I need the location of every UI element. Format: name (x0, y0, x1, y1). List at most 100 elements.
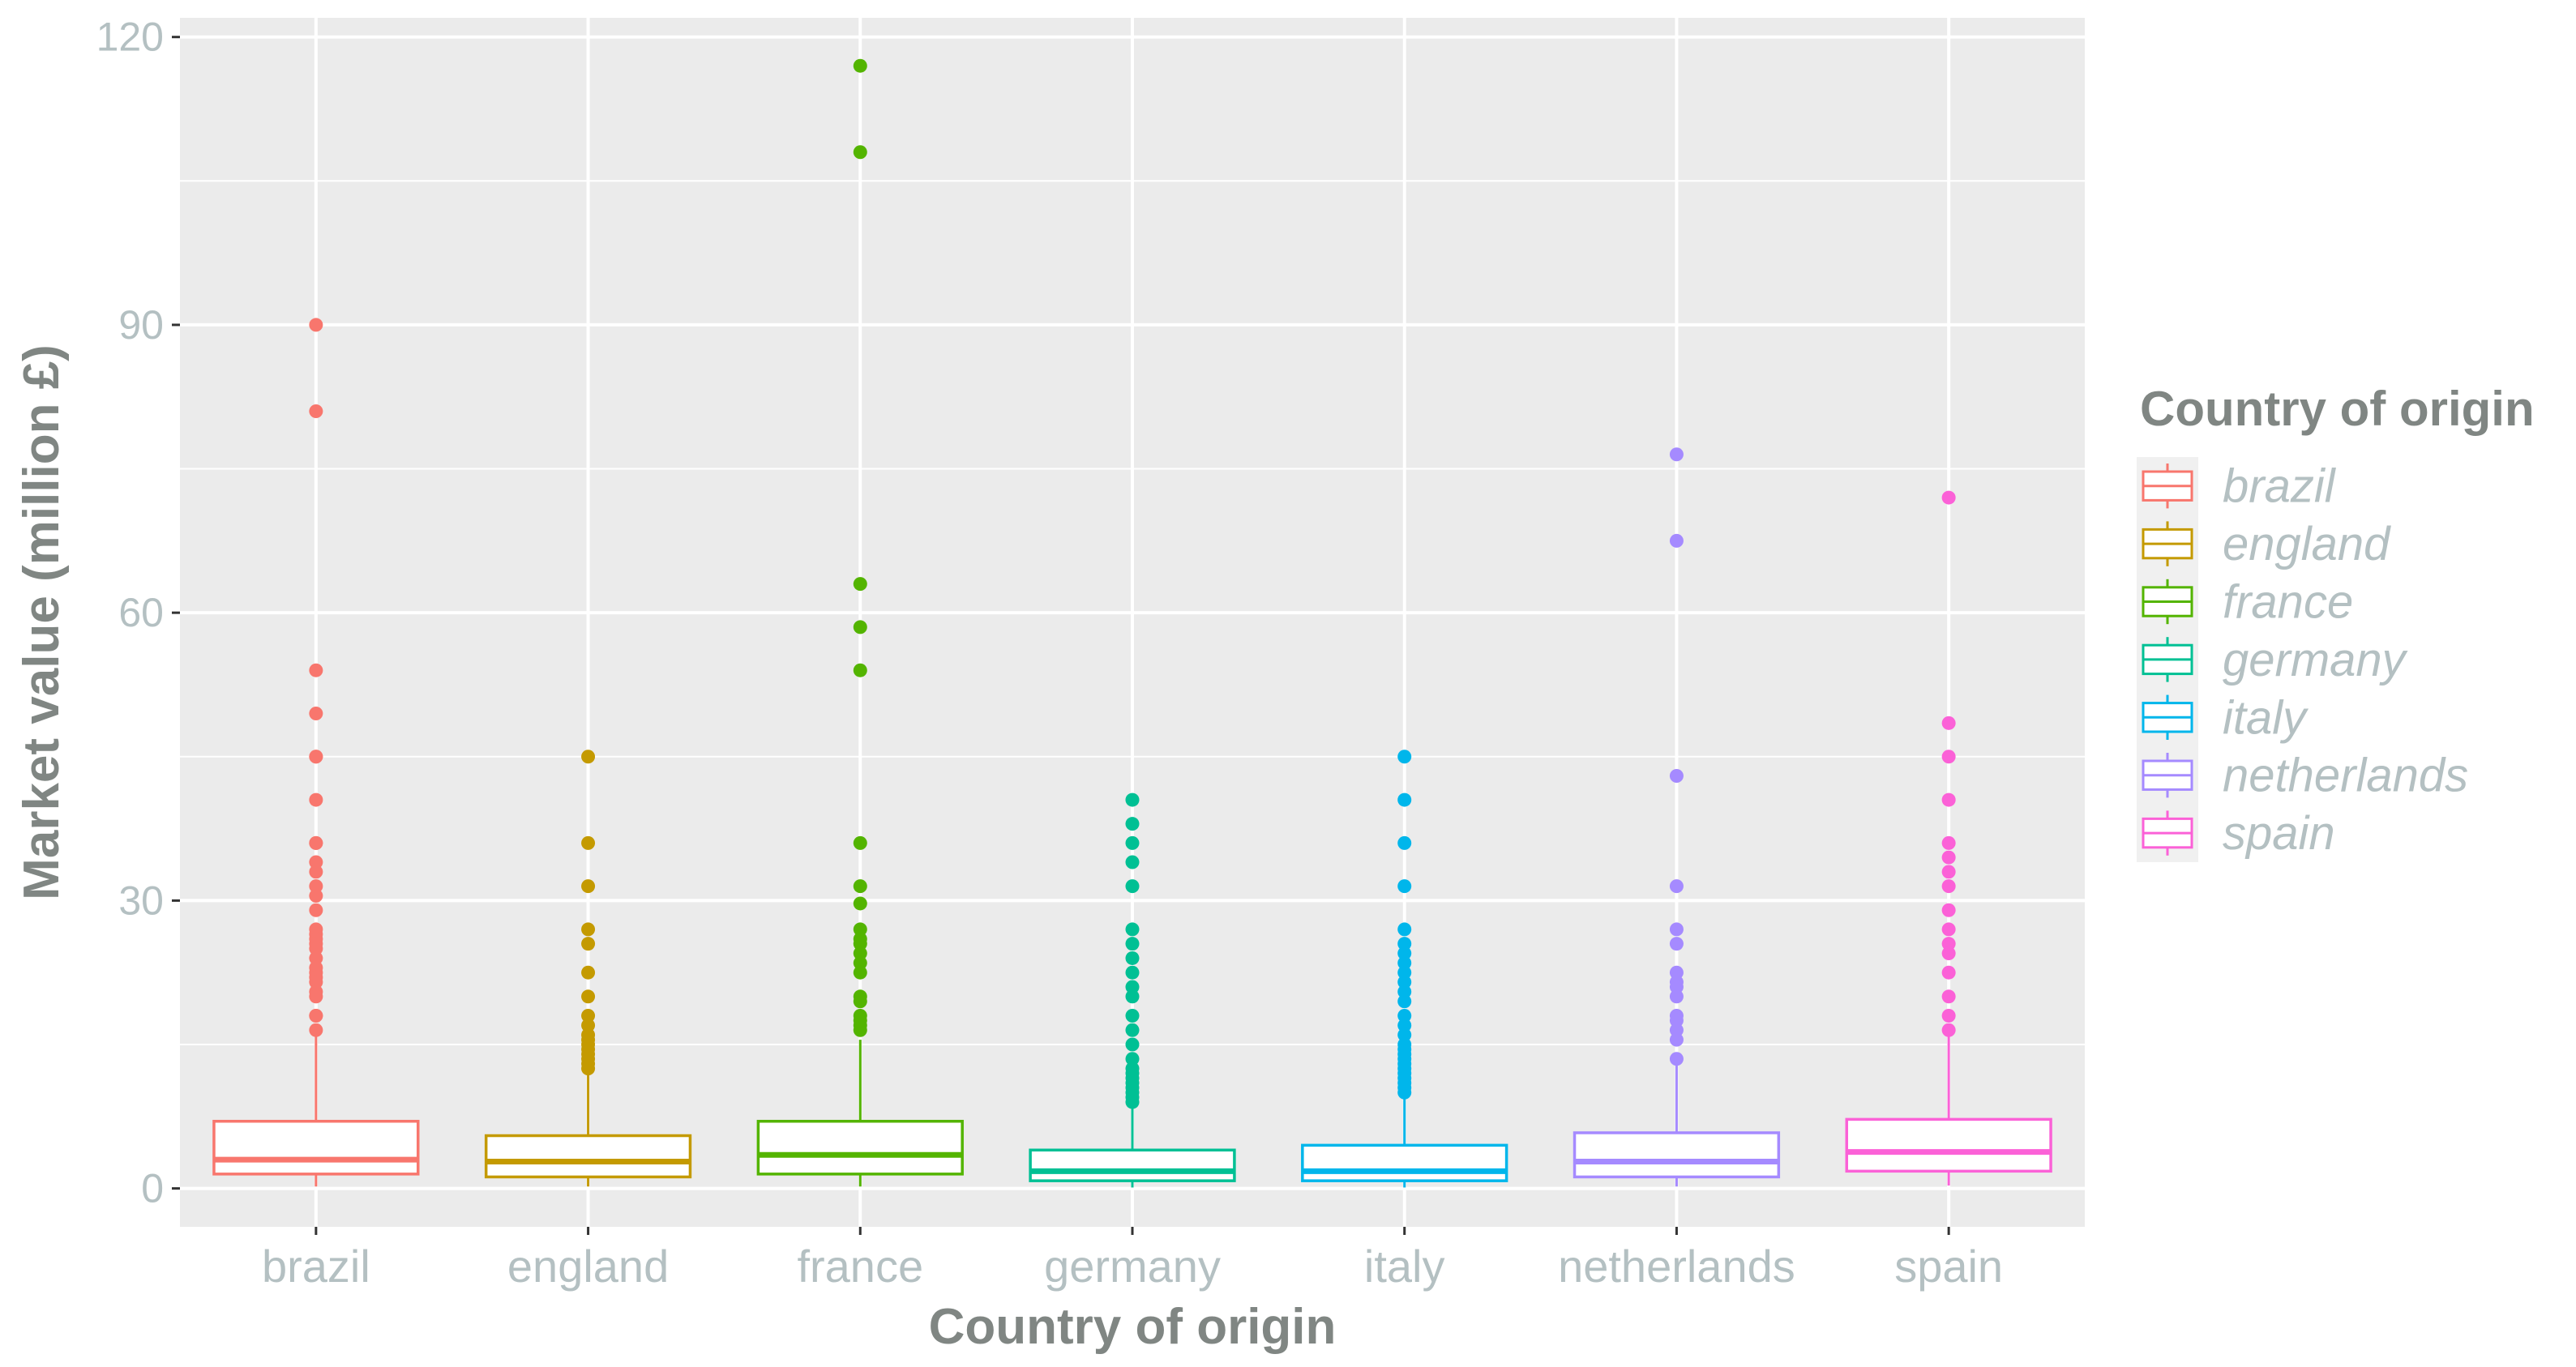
outlier-point (1125, 922, 1140, 937)
outlier-point (1669, 768, 1684, 783)
outlier-point (309, 404, 323, 418)
outlier-point (581, 750, 596, 764)
outlier-point (1125, 1008, 1140, 1023)
legend-item-brazil: brazil (2142, 460, 2337, 513)
outlier-point (853, 955, 867, 970)
box-spain (1845, 490, 2052, 1186)
outlier-point (1125, 965, 1140, 980)
box-iqr (1301, 1143, 1508, 1182)
box-iqr (1845, 1117, 2052, 1173)
outlier-point (1669, 1013, 1684, 1027)
outlier-point (1941, 850, 1956, 865)
outlier-point (1397, 1085, 1412, 1100)
outlier-point (1125, 792, 1140, 807)
outlier-point (309, 888, 323, 903)
outlier-point (581, 835, 596, 850)
outlier-point (1125, 879, 1140, 894)
legend-label: spain (2223, 807, 2335, 860)
outlier-point (1669, 1052, 1684, 1066)
outlier-point (1669, 447, 1684, 462)
outlier-point (853, 879, 867, 894)
legend-item-france: france (2142, 576, 2353, 629)
outlier-point (1941, 879, 1956, 894)
outlier-point (853, 835, 867, 850)
outlier-point (1669, 980, 1684, 994)
outlier-point (1669, 533, 1684, 548)
outlier-point (1669, 1023, 1684, 1037)
outlier-point (853, 965, 867, 980)
boxes-layer (212, 58, 2052, 1188)
outlier-point (309, 903, 323, 917)
outlier-point (581, 965, 596, 980)
outlier-point (853, 896, 867, 911)
outlier-point (1669, 922, 1684, 937)
legend-label: germany (2223, 634, 2408, 686)
outlier-point (1397, 937, 1412, 951)
outlier-point (1397, 955, 1412, 970)
outlier-point (309, 835, 323, 850)
y-tick-label: 0 (141, 1166, 164, 1211)
outlier-point (853, 58, 867, 73)
x-tick-label: england (507, 1241, 669, 1292)
outlier-point (309, 663, 323, 677)
outlier-point (1125, 855, 1140, 869)
outlier-point (581, 989, 596, 1004)
outlier-point (1941, 750, 1956, 764)
outlier-point (1397, 1008, 1412, 1023)
outlier-point (1941, 946, 1956, 961)
outlier-point (1941, 792, 1956, 807)
outlier-point (309, 855, 323, 869)
outlier-point (581, 1008, 596, 1023)
legend-label: netherlands (2223, 750, 2468, 802)
outlier-point (1941, 965, 1956, 980)
outlier-point (853, 1023, 867, 1037)
outlier-point (1941, 1008, 1956, 1023)
axis-ticks: 0 30 60 90 120 brazil england france germany ital… (96, 15, 2004, 1292)
outlier-point (1669, 989, 1684, 1004)
outlier-point (1397, 965, 1412, 980)
outlier-point (309, 1008, 323, 1023)
y-tick-label: 30 (118, 878, 164, 923)
y-tick-label: 120 (96, 15, 164, 60)
outlier-point (1397, 946, 1412, 961)
outlier-point (309, 792, 323, 807)
legend-label: italy (2223, 691, 2309, 744)
outlier-point (1397, 922, 1412, 937)
outlier-point (853, 946, 867, 961)
outlier-point (1125, 937, 1140, 951)
outlier-point (1397, 1027, 1412, 1042)
outlier-point (1397, 1018, 1412, 1032)
outlier-point (1941, 903, 1956, 917)
y-tick-label: 60 (118, 590, 164, 635)
legend-item-spain: spain (2142, 807, 2335, 860)
x-tick-label: brazil (262, 1241, 370, 1292)
outlier-point (1941, 490, 1956, 505)
x-tick-label: spain (1894, 1241, 2003, 1292)
outlier-point (1125, 980, 1140, 994)
box-iqr (484, 1134, 692, 1179)
legend-label: england (2223, 518, 2391, 570)
outlier-point (309, 865, 323, 879)
legend-item-england: england (2142, 518, 2391, 570)
outlier-point (581, 1062, 596, 1076)
outlier-point (1397, 835, 1412, 850)
outlier-point (1669, 965, 1684, 980)
outlier-point (1941, 922, 1956, 937)
outlier-point (1397, 985, 1412, 999)
outlier-point (1669, 879, 1684, 894)
outlier-point (853, 663, 867, 677)
legend-item-netherlands: netherlands (2142, 750, 2468, 802)
legend-item-italy: italy (2142, 691, 2309, 744)
box-iqr (756, 1119, 964, 1176)
box-italy (1301, 750, 1508, 1188)
box-france (756, 58, 964, 1187)
outlier-point (1941, 937, 1956, 951)
outlier-point (853, 145, 867, 160)
legend-label: brazil (2223, 460, 2337, 513)
outlier-point (1125, 1095, 1140, 1109)
outlier-point (853, 620, 867, 634)
x-axis-title: Country of origin (929, 1299, 1337, 1355)
box-brazil (212, 318, 420, 1187)
